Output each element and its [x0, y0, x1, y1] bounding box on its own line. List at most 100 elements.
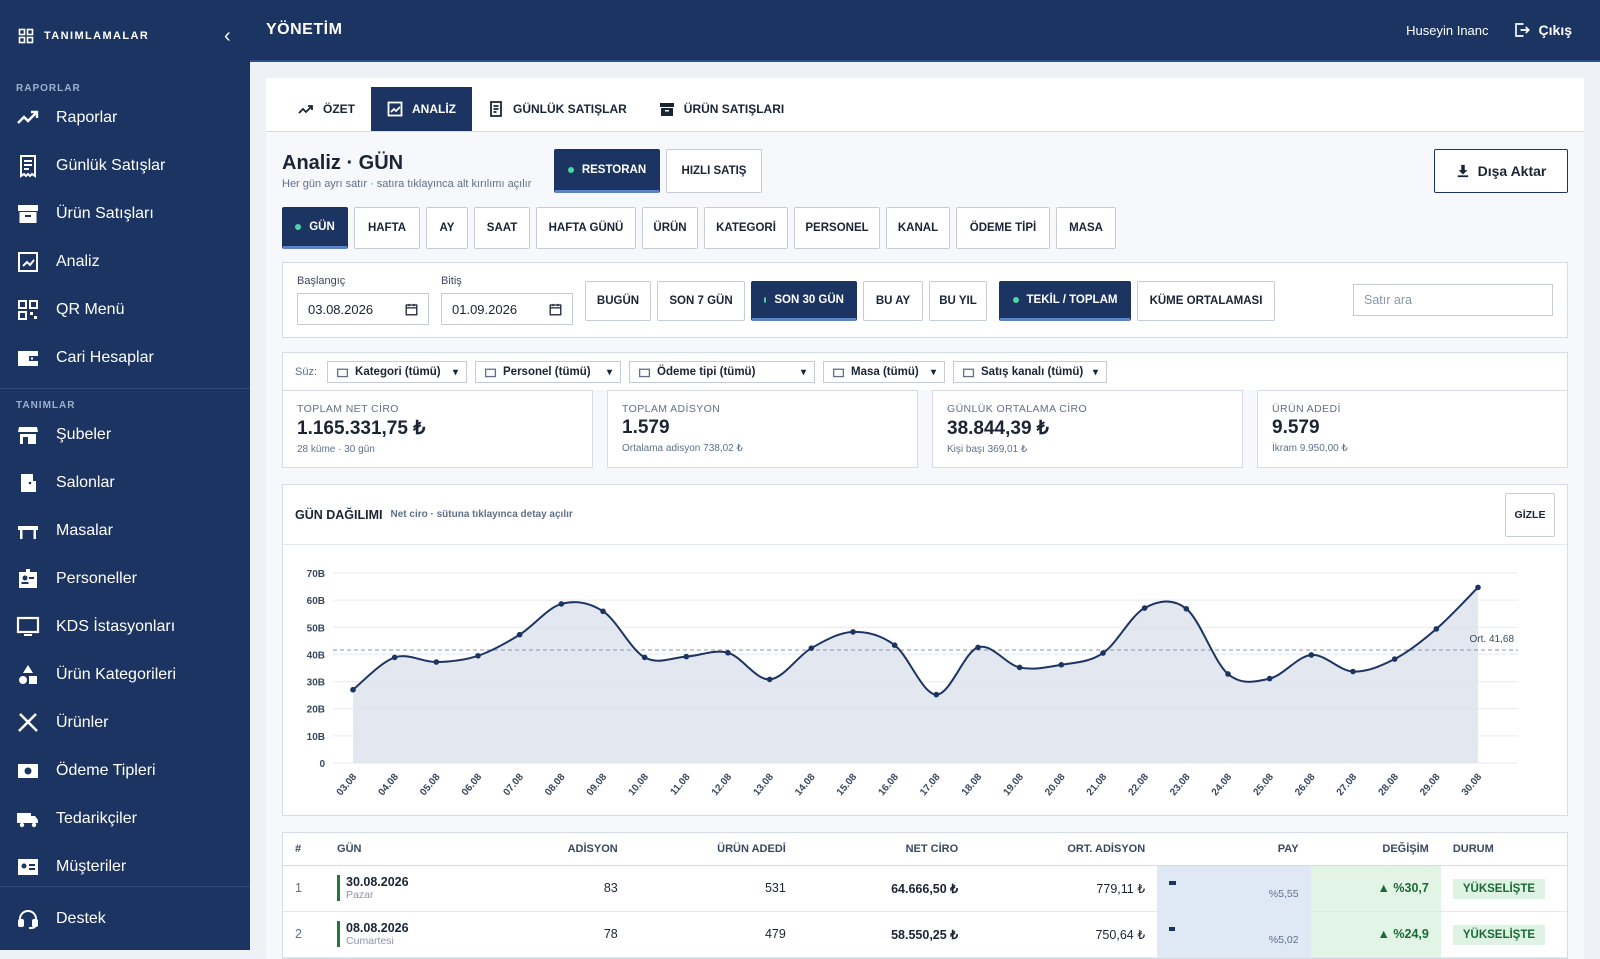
tab-label: GÜNLÜK SATIŞLAR — [513, 102, 627, 116]
table-icon — [832, 368, 845, 377]
tab-analysis[interactable]: ANALİZ — [371, 87, 472, 131]
sidebar-item-cari-hesaplar[interactable]: Cari Hesaplar — [0, 334, 250, 382]
x-tick-label: 19.08 — [1001, 772, 1026, 799]
date-range-button[interactable]: SON 30 GÜN — [751, 281, 857, 321]
chart-title: GÜN DAĞILIMI — [295, 507, 383, 522]
column-header[interactable]: ÜRÜN ADEDİ — [629, 833, 798, 866]
x-tick-label: 25.08 — [1251, 772, 1276, 799]
grouping-button[interactable]: HAFTA — [354, 207, 420, 249]
x-tick-label: 14.08 — [793, 772, 818, 799]
sidebar-item-tedarikçiler[interactable]: Tedarikçiler — [0, 795, 250, 843]
column-header[interactable]: ADİSYON — [482, 833, 630, 866]
sidebar-item-günlük-satışlar[interactable]: Günlük Satışlar — [0, 142, 250, 190]
sidebar-item-ödeme-tipleri[interactable]: Ödeme Tipleri — [0, 747, 250, 795]
export-label: Dışa Aktar — [1477, 163, 1547, 179]
sidebar-item-raporlar[interactable]: Raporlar — [0, 94, 250, 142]
qr-icon — [18, 300, 38, 320]
door-icon — [21, 474, 36, 492]
column-header[interactable]: ORT. ADİSYON — [970, 833, 1158, 866]
sidebar-item-qr-menü[interactable]: QR Menü — [0, 286, 250, 334]
mode-restoran-button[interactable]: RESTORAN — [554, 149, 660, 193]
aggregation-mode-button[interactable]: TEKİL / TOPLAM — [999, 281, 1131, 321]
export-button[interactable]: Dışa Aktar — [1434, 149, 1568, 193]
filter-dropdown[interactable]: Personel (tümü) ▾ — [475, 361, 622, 383]
headset-icon — [18, 909, 38, 929]
collapse-sidebar-icon[interactable]: ‹ — [223, 24, 232, 47]
sidebar-item-analiz[interactable]: Analiz — [0, 238, 250, 286]
grouping-button[interactable]: ÖDEME TİPİ — [956, 207, 1050, 249]
data-point — [1475, 584, 1481, 591]
grid-icon — [18, 28, 34, 44]
sidebar-item-support[interactable]: Destek — [0, 886, 250, 950]
grouping-button[interactable]: AY — [426, 207, 468, 249]
data-point — [933, 691, 940, 698]
table-row[interactable]: 1 30.08.2026 Pazar 83 531 64.666,50 ₺ 779,11 ₺… — [283, 865, 1567, 912]
table-row[interactable]: 2 08.08.2026 Cumartesi 78 479 58.550,25 ₺ 750,… — [283, 911, 1567, 958]
sidebar-item-salonlar[interactable]: Salonlar — [0, 459, 250, 507]
sidebar-item-kds-i-stasyonları[interactable]: KDS İstasyonları — [0, 603, 250, 651]
grouping-button[interactable]: KATEGORİ — [704, 207, 788, 249]
start-date-input[interactable]: 03.08.2026 — [297, 293, 429, 325]
y-tick-label: 70B — [307, 569, 325, 580]
end-date-input[interactable]: 01.09.2026 — [441, 293, 573, 325]
hide-chart-button[interactable]: GİZLE — [1505, 492, 1555, 537]
date-range-button[interactable]: BUGÜN — [585, 281, 651, 321]
x-tick-label: 28.08 — [1376, 772, 1401, 799]
column-header[interactable]: # — [283, 833, 326, 866]
date-range-button[interactable]: SON 7 GÜN — [657, 281, 745, 321]
tab-summary[interactable]: ÖZET — [282, 87, 371, 131]
x-tick-label: 15.08 — [835, 772, 860, 799]
sidebar-item-personeller[interactable]: Personeller — [0, 555, 250, 603]
filter-dropdown[interactable]: Ödeme tipi (tümü) ▾ — [629, 361, 816, 383]
grouping-button[interactable]: PERSONEL — [794, 207, 880, 249]
sidebar-item-label: Ürün Satışları — [56, 205, 154, 222]
grouping-button[interactable]: ÜRÜN — [642, 207, 698, 249]
aggregation-mode-button[interactable]: KÜME ORTALAMASI — [1137, 281, 1275, 321]
cell-avg-ticket: 779,11 ₺ — [970, 865, 1158, 912]
filter-label: Süz: — [295, 366, 318, 378]
x-tick-label: 20.08 — [1043, 772, 1068, 799]
kpi-subtext: Kişi başı 369,01 ₺ — [947, 444, 1028, 455]
column-header[interactable]: NET CİRO — [797, 833, 971, 866]
logout-button[interactable]: Çıkış — [1513, 21, 1572, 39]
column-header[interactable]: DURUM — [1440, 833, 1567, 866]
grouping-button[interactable]: MASA — [1056, 207, 1116, 249]
day-distribution-chart[interactable]: 0 10B 20B 30B 40B 50B 60B 70B Ort. 41,68 03.08 04.… — [283, 545, 1541, 815]
data-point — [1058, 661, 1065, 668]
grouping-button[interactable]: SAAT — [474, 207, 530, 249]
kpi-value: 1.579 — [622, 417, 670, 438]
sidebar-item-label: Raporlar — [56, 109, 118, 126]
column-header[interactable]: DEĞİŞİM — [1310, 833, 1441, 866]
grouping-button[interactable]: HAFTA GÜNÜ — [536, 207, 636, 249]
data-point — [475, 652, 481, 659]
mode-quick-sale-button[interactable]: HIZLI SATIŞ — [666, 149, 762, 193]
sidebar-item-ürünler[interactable]: Ürünler — [0, 699, 250, 747]
x-tick-label: 24.08 — [1210, 772, 1235, 799]
column-header[interactable]: GÜN — [325, 833, 483, 866]
chart-panel: GÜN DAĞILIMI Net ciro · sütuna tıklayınc… — [282, 484, 1568, 816]
row-search-input[interactable]: Satır ara — [1353, 284, 1553, 316]
sidebar-item-label: Şubeler — [56, 426, 112, 443]
user-name: Huseyin Inanc — [1406, 22, 1489, 38]
sidebar-item-şubeler[interactable]: Şubeler — [0, 411, 250, 459]
sidebar-item-ürün-satışları[interactable]: Ürün Satışları — [0, 190, 250, 238]
tab-product-sales[interactable]: ÜRÜN SATIŞLARI — [643, 87, 800, 131]
grouping-button[interactable]: GÜN — [282, 207, 348, 249]
grouping-button[interactable]: KANAL — [886, 207, 950, 249]
contacts-icon — [18, 859, 38, 875]
date-range-button[interactable]: BU AY — [863, 281, 923, 321]
tab-label: ÖZET — [323, 102, 355, 116]
filter-dropdown[interactable]: Masa (tümü) ▾ — [823, 361, 946, 383]
sidebar-item-ürün-kategorileri[interactable]: Ürün Kategorileri — [0, 651, 250, 699]
sidebar-item-müşteriler[interactable]: Müşteriler — [0, 843, 250, 891]
tab-daily-sales[interactable]: GÜNLÜK SATIŞLAR — [472, 87, 643, 131]
x-tick-label: 30.08 — [1460, 772, 1485, 799]
y-tick-label: 30B — [307, 678, 325, 689]
date-range-button[interactable]: BU YIL — [929, 281, 987, 321]
logout-label: Çıkış — [1538, 22, 1572, 38]
page-subtitle: Her gün ayrı satır · satıra tıklayınca a… — [282, 178, 532, 190]
column-header[interactable]: PAY — [1157, 833, 1311, 866]
sidebar-item-masalar[interactable]: Masalar — [0, 507, 250, 555]
filter-dropdown[interactable]: Kategori (tümü) ▾ — [327, 361, 468, 383]
filter-dropdown[interactable]: Satış kanalı (tümü) ▾ — [953, 361, 1108, 383]
